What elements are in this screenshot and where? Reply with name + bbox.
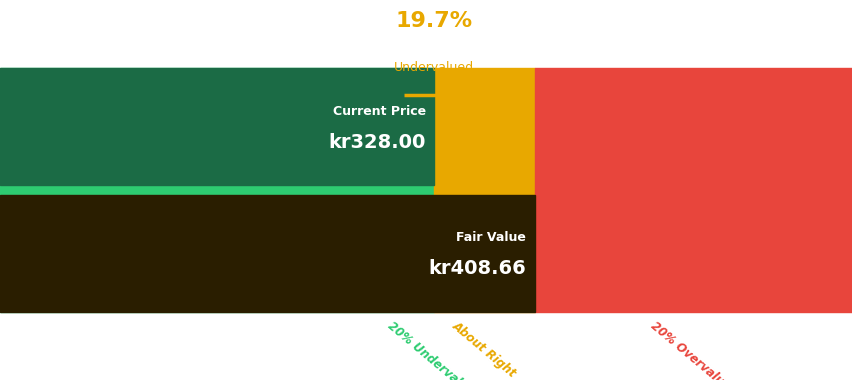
Bar [0, 68, 434, 185]
Bar [534, 68, 852, 312]
Bar [0, 195, 534, 312]
Text: About Right: About Right [450, 319, 518, 380]
Text: kr408.66: kr408.66 [428, 259, 526, 278]
Text: 20% Overvalued: 20% Overvalued [648, 319, 739, 380]
Text: Fair Value: Fair Value [456, 231, 526, 244]
Text: Current Price: Current Price [332, 105, 425, 118]
Text: 19.7%: 19.7% [395, 11, 472, 32]
Bar [0, 68, 434, 312]
Text: kr328.00: kr328.00 [328, 133, 425, 152]
Bar [434, 68, 534, 312]
Text: 20% Undervalued: 20% Undervalued [385, 319, 482, 380]
Text: Undervalued: Undervalued [394, 61, 474, 74]
